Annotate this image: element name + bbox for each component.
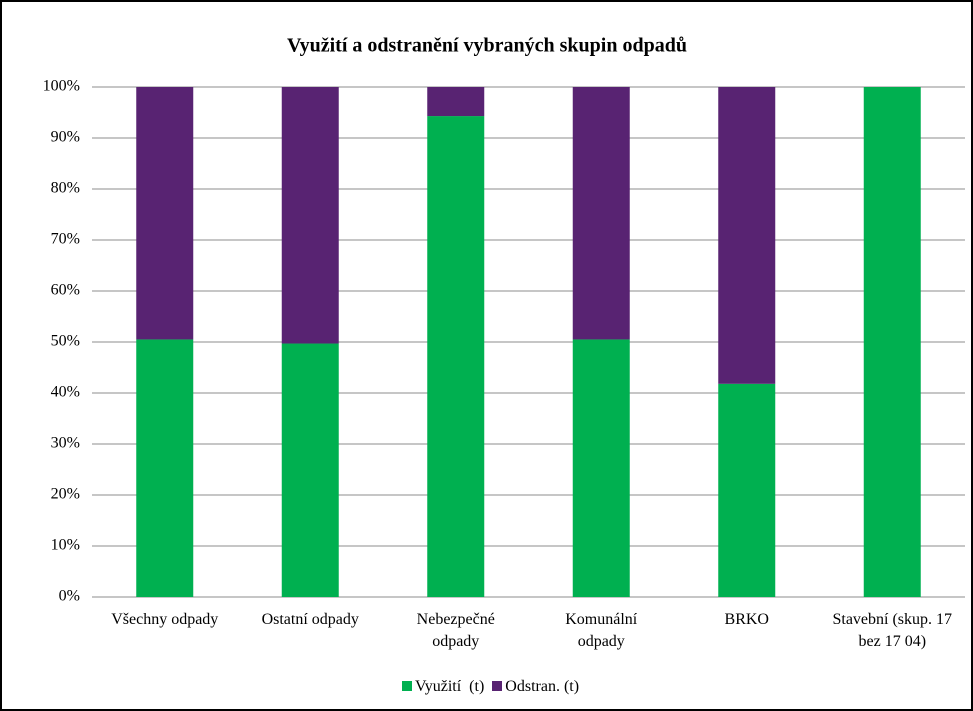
bar-segment [136,87,194,340]
bar-segment [281,87,339,344]
y-tick-label: 30% [51,435,80,452]
bar-segment [427,87,485,117]
y-tick-label: 10% [51,537,80,554]
bar-segment [572,339,630,597]
bar-segment [718,87,776,384]
y-tick-label: 60% [51,282,80,299]
legend-label: Odstran. (t) [505,678,580,695]
bar-segment [281,343,339,597]
y-tick-label: 40% [51,384,80,401]
y-tick-label: 80% [51,180,80,197]
x-tick-label: Ostatní odpady [261,611,359,628]
bar-segment [718,383,776,597]
x-tick-label: Všechny odpady [111,611,219,628]
legend-swatch [492,681,503,691]
x-tick-label: BRKO [724,611,769,628]
legend-label: Využití (t) [414,678,485,695]
y-tick-label: 0% [59,588,80,605]
legend-swatch [401,681,412,691]
chart-title: Využití a odstranění vybraných skupin od… [287,35,687,57]
y-tick-label: 50% [51,333,80,350]
y-tick-label: 90% [51,129,80,146]
bar-segment [863,87,921,597]
x-tick-label: Komunální odpady [565,611,638,650]
legend: Využití (t) Odstran. (t) [2,678,971,696]
bar-segment [572,87,630,340]
x-tick-label: Nebezpečné odpady [416,611,495,650]
bar-segment [136,339,194,597]
y-tick-label: 70% [51,231,80,248]
x-tick-label: Stavební (skup. 17 bez 17 04) [832,611,953,650]
y-tick-label: 20% [51,486,80,503]
bar-segment [427,116,485,597]
y-tick-label: 100% [43,78,80,95]
